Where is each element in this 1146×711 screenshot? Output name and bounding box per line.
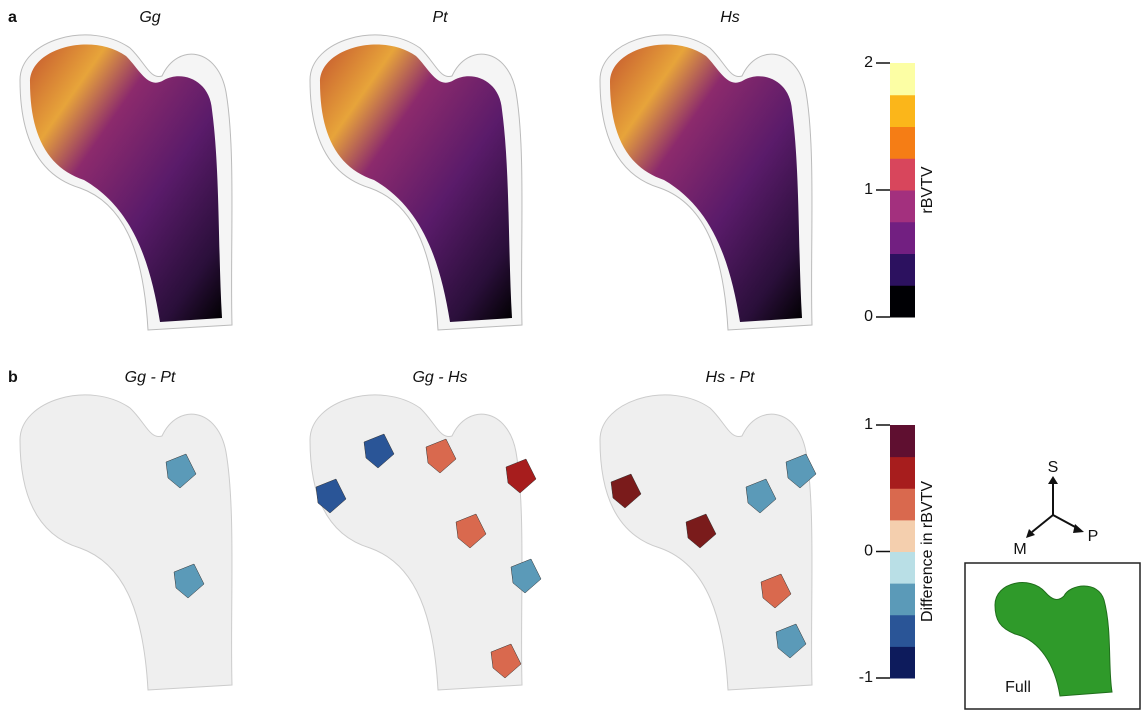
colorbar-tick-label: 1 [864, 416, 873, 433]
colorbar-bin [890, 158, 915, 191]
panel-title: Hs [720, 9, 740, 26]
femur [309, 34, 523, 331]
colorbar-bin [890, 253, 915, 286]
orientation-axes [1026, 476, 1084, 538]
difference-patch [610, 473, 642, 509]
colorbar-bin [890, 285, 915, 318]
colorbar-bin [890, 221, 915, 254]
difference-patch [775, 623, 807, 659]
panel-title: Hs - Pt [706, 369, 755, 386]
colorbar-tick-label: 2 [864, 54, 873, 71]
femur-renders [19, 34, 817, 691]
colorbar-bin [890, 551, 915, 584]
colorbar-bin [890, 488, 915, 521]
femur [19, 394, 233, 691]
colorbar-bin [890, 63, 915, 96]
colorbar-bin [890, 519, 915, 552]
panel-title: Gg [139, 9, 160, 26]
femur-section [610, 44, 802, 322]
difference-patch [315, 478, 347, 514]
colorbar-bin [890, 425, 915, 458]
femur [599, 34, 813, 331]
axis-label: M [1013, 541, 1026, 558]
colorbar-tick-label: 0 [864, 308, 873, 325]
difference-patch [173, 563, 205, 599]
colorbar-bin [890, 583, 915, 616]
panel-label: a [8, 9, 17, 26]
femur-section [320, 44, 512, 322]
femur [309, 394, 523, 691]
colorbar-bin [890, 646, 915, 679]
colorbar-bin [890, 456, 915, 489]
axis-label: S [1048, 459, 1059, 476]
difference-patch [760, 573, 792, 609]
colorbar-label: Difference in rBVTV [919, 481, 936, 622]
panel-title: Gg - Hs [412, 369, 467, 386]
inset-femur [994, 582, 1113, 697]
panel-title: Gg - Pt [125, 369, 176, 386]
panel-title: Pt [432, 9, 448, 26]
difference-patch [455, 513, 487, 549]
colorbar-tick-label: 0 [864, 543, 873, 560]
difference-patch [510, 558, 542, 594]
colorbar-tick-label: -1 [859, 669, 873, 686]
difference-patch [363, 433, 395, 469]
panel-label: b [8, 369, 18, 386]
difference-patch [685, 513, 717, 549]
colorbar-bin [890, 190, 915, 223]
colorbar-tick-label: 1 [864, 181, 873, 198]
axis-label: P [1088, 528, 1099, 545]
difference-patch [785, 453, 817, 489]
difference-patch [505, 458, 537, 494]
femur-surface [309, 394, 523, 691]
difference-patch [490, 643, 522, 679]
colorbar-bin [890, 614, 915, 647]
colorbar-bin [890, 94, 915, 127]
colorbar-bin [890, 126, 915, 159]
colorbar-label: rBVTV [919, 166, 936, 213]
femur-surface [19, 394, 233, 691]
difference-patch [745, 478, 777, 514]
femur [19, 34, 233, 331]
femur-section [30, 44, 222, 322]
inset-label: Full [1005, 679, 1031, 696]
difference-patch [165, 453, 197, 489]
difference-patch [425, 438, 457, 474]
